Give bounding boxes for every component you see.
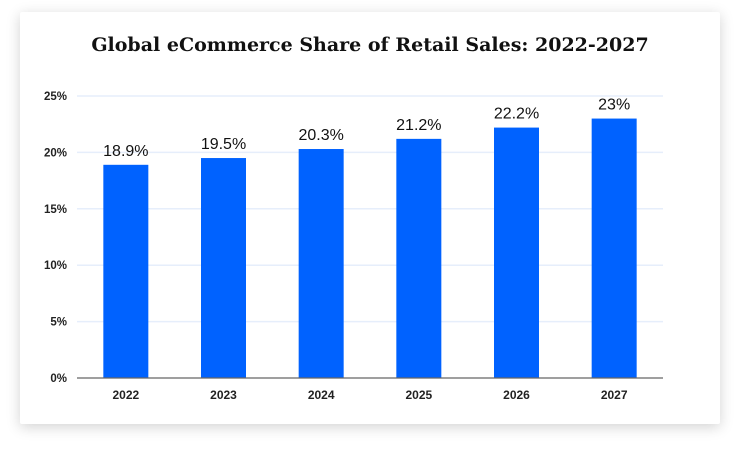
x-tick-label: 2026 xyxy=(503,388,530,402)
x-tick-label: 2027 xyxy=(601,388,628,402)
x-tick-label: 2024 xyxy=(308,388,335,402)
y-tick-label: 15% xyxy=(44,204,67,216)
data-label: 22.2% xyxy=(494,106,539,123)
data-label: 23% xyxy=(598,97,630,114)
data-label: 20.3% xyxy=(298,127,343,144)
x-tick-label: 2025 xyxy=(405,388,432,402)
data-label: 18.9% xyxy=(103,143,148,160)
bar xyxy=(298,149,344,378)
chart-title: Global eCommerce Share of Retail Sales: … xyxy=(91,34,649,56)
x-tick-label: 2023 xyxy=(210,388,237,402)
bar xyxy=(201,158,246,378)
y-tick-label: 25% xyxy=(44,91,67,103)
bar xyxy=(494,127,539,378)
y-tick-label: 0% xyxy=(50,373,67,385)
y-tick-label: 10% xyxy=(44,260,67,272)
y-tick-label: 5% xyxy=(50,317,67,329)
y-tick-label: 20% xyxy=(44,147,67,159)
bar xyxy=(396,138,442,378)
x-tick-label: 2022 xyxy=(112,388,139,402)
bar xyxy=(103,164,149,378)
data-label: 19.5% xyxy=(201,136,246,153)
bar xyxy=(591,118,637,378)
data-label: 21.2% xyxy=(396,117,441,134)
